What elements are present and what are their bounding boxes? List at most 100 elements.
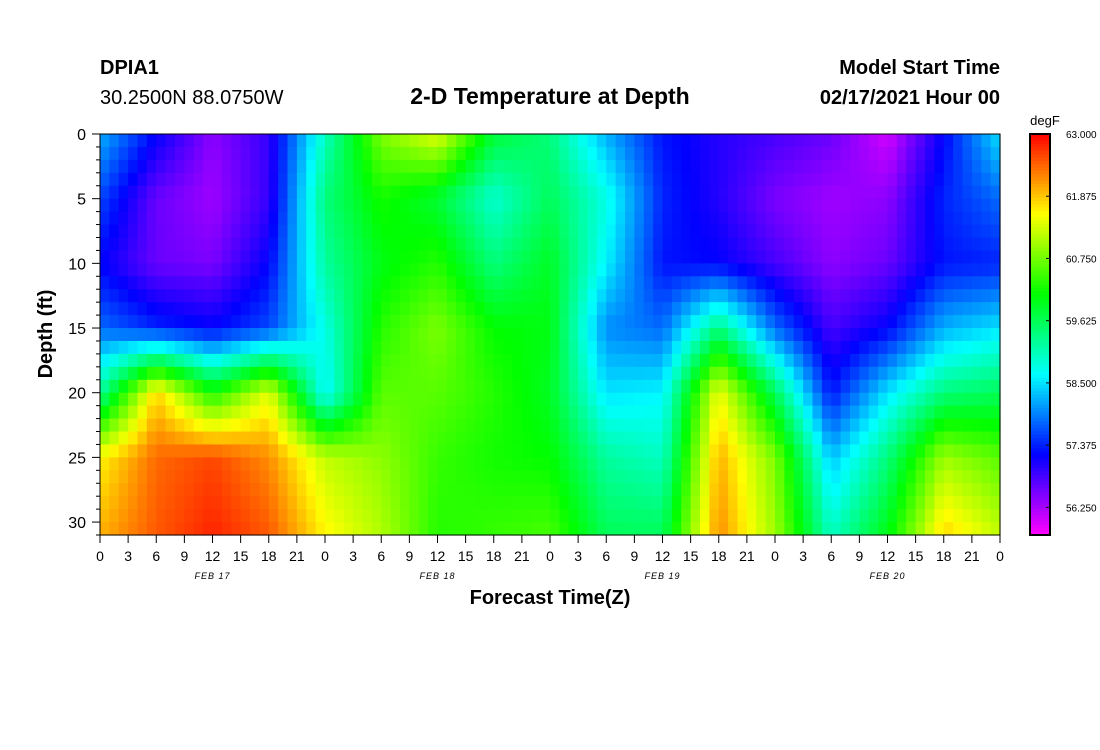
heatmap-cell <box>934 522 945 536</box>
heatmap-cell <box>390 134 401 148</box>
heatmap-cell <box>521 457 532 471</box>
heatmap-cell <box>625 457 635 471</box>
heatmap-cell <box>868 224 879 239</box>
heatmap-cell <box>278 237 289 252</box>
heatmap-cell <box>362 457 373 471</box>
heatmap-cell <box>231 237 242 252</box>
heatmap-cell <box>390 185 401 200</box>
heatmap-cell <box>812 522 823 536</box>
heatmap-cell <box>334 211 345 226</box>
heatmap-cell <box>784 328 795 342</box>
heatmap-cell <box>278 250 289 264</box>
colorbar-swatch <box>1030 154 1050 158</box>
heatmap-cell <box>100 483 110 497</box>
heatmap-cell <box>784 276 795 290</box>
heatmap-cell <box>587 237 598 252</box>
heatmap-cell <box>606 263 617 277</box>
heatmap-cell <box>653 315 664 329</box>
heatmap-cell <box>334 496 345 510</box>
heatmap-cell <box>203 405 214 420</box>
heatmap-cell <box>990 444 1001 458</box>
heatmap-cell <box>493 340 504 355</box>
heatmap-cell <box>934 185 945 200</box>
heatmap-cell <box>128 405 139 420</box>
heatmap-cell <box>662 328 673 342</box>
heatmap-cell <box>775 250 785 264</box>
heatmap-cell <box>221 185 232 200</box>
heatmap-cell <box>625 237 635 252</box>
heatmap-cell <box>690 146 701 161</box>
heatmap-cell <box>268 483 279 497</box>
heatmap-cell <box>962 289 973 303</box>
heatmap-cell <box>859 276 870 290</box>
heatmap-cell <box>250 289 260 303</box>
heatmap-cell <box>250 366 260 381</box>
heatmap-cell <box>240 405 251 420</box>
heatmap-cell <box>428 276 439 290</box>
heatmap-cell <box>634 483 645 497</box>
colorbar-swatch <box>1030 287 1050 292</box>
heatmap-cell <box>268 522 279 536</box>
heatmap-cell <box>681 392 692 407</box>
heatmap-cell <box>925 315 935 329</box>
heatmap-cell <box>550 328 560 342</box>
heatmap-cell <box>156 159 167 174</box>
heatmap-cell <box>550 366 560 381</box>
heatmap-cell <box>493 328 504 342</box>
heatmap-cell <box>193 418 204 433</box>
heatmap-cell <box>681 340 692 355</box>
heatmap-cell <box>934 340 945 355</box>
heatmap-cell <box>193 444 204 458</box>
heatmap-cell <box>521 172 532 187</box>
heatmap-cell <box>278 496 289 510</box>
heatmap-cell <box>793 276 804 290</box>
heatmap-cell <box>859 483 870 497</box>
heatmap-cell <box>831 276 842 290</box>
heatmap-cell <box>550 509 560 523</box>
heatmap-cell <box>709 315 720 329</box>
heatmap-cell <box>859 211 870 226</box>
heatmap-cell <box>231 328 242 342</box>
heatmap-cell <box>643 328 654 342</box>
heatmap-cell <box>765 366 776 381</box>
heatmap-cell <box>540 172 551 187</box>
heatmap-cell <box>775 470 785 484</box>
heatmap-cell <box>475 211 485 226</box>
heatmap-cell <box>278 276 289 290</box>
heatmap-cell <box>240 328 251 342</box>
heatmap-cell <box>737 237 748 252</box>
x-tick-label: 21 <box>964 548 980 564</box>
heatmap-cell <box>859 185 870 200</box>
heatmap-cell <box>896 328 907 342</box>
heatmap-cell <box>409 146 420 161</box>
heatmap-cell <box>803 392 814 407</box>
heatmap-cell <box>812 263 823 277</box>
heatmap-cell <box>634 315 645 329</box>
heatmap-cell <box>475 392 485 407</box>
heatmap-cell <box>465 509 476 523</box>
heatmap-cell <box>334 340 345 355</box>
heatmap-cell <box>446 276 457 290</box>
heatmap-cell <box>925 185 935 200</box>
heatmap-cell <box>596 237 607 252</box>
heatmap-cell <box>418 289 429 303</box>
heatmap-cell <box>503 172 514 187</box>
heatmap-cell <box>625 198 635 213</box>
heatmap-cell <box>803 483 814 497</box>
heatmap-cell <box>756 146 767 161</box>
heatmap-cell <box>671 211 682 226</box>
heatmap-cell <box>325 211 335 226</box>
heatmap-cell <box>315 457 326 471</box>
heatmap-cell <box>325 134 335 148</box>
heatmap-cell <box>465 340 476 355</box>
heatmap-cell <box>540 159 551 174</box>
colorbar-swatch <box>1030 471 1050 476</box>
heatmap-cell <box>718 211 729 226</box>
heatmap-cell <box>915 315 926 329</box>
heatmap-cell <box>250 444 260 458</box>
heatmap-cell <box>446 198 457 213</box>
heatmap-cell <box>981 289 992 303</box>
heatmap-cell <box>831 418 842 433</box>
heatmap-cell <box>409 431 420 446</box>
heatmap-cell <box>634 328 645 342</box>
